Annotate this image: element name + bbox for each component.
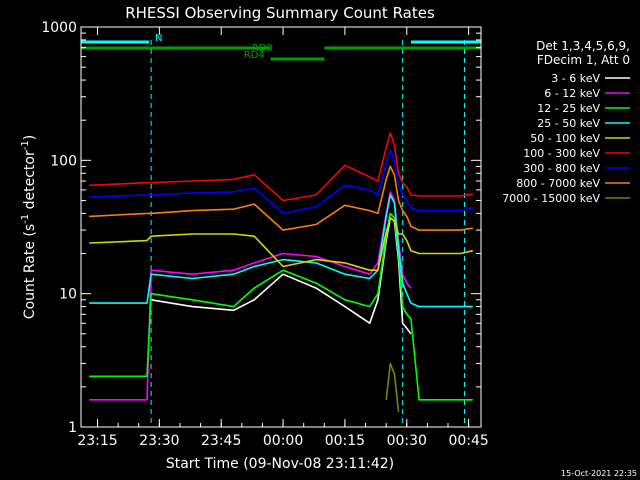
x-axis-label: Start Time (09-Nov-08 23:11:42) bbox=[166, 456, 394, 472]
series-line-4 bbox=[89, 217, 473, 271]
legend-label-6: 300 - 800 keV bbox=[523, 162, 600, 175]
series-line-7 bbox=[89, 165, 473, 231]
plot-frame bbox=[80, 26, 482, 428]
legend-label-7: 800 - 7000 keV bbox=[516, 177, 600, 190]
series-group bbox=[89, 132, 473, 412]
y-tick-label-1: 10 bbox=[59, 287, 77, 303]
y-axis-label: Count Rate (s-1 detector-1) bbox=[20, 135, 38, 319]
series-line-6 bbox=[89, 149, 473, 215]
series-line-8 bbox=[385, 362, 400, 412]
legend-header-1: FDecim 1, Att 0 bbox=[537, 53, 630, 67]
flag-label-n: N bbox=[155, 33, 162, 44]
x-tick-label-4: 00:15 bbox=[325, 433, 365, 449]
x-tick-label-6: 00:45 bbox=[448, 433, 488, 449]
legend-label-0: 3 - 6 keV bbox=[551, 72, 600, 85]
legend-label-3: 25 - 50 keV bbox=[537, 117, 600, 130]
legend-header-0: Det 1,3,4,5,6,9, bbox=[536, 39, 630, 53]
y-tick-label-0: 1 bbox=[68, 420, 77, 436]
x-tick-label-5: 00:30 bbox=[387, 433, 427, 449]
legend-label-5: 100 - 300 keV bbox=[523, 147, 600, 160]
series-line-2 bbox=[89, 212, 473, 401]
legend-label-4: 50 - 100 keV bbox=[530, 132, 600, 145]
legend-label-2: 12 - 25 keV bbox=[537, 102, 600, 115]
series-line-1 bbox=[89, 191, 412, 401]
flag-label-rd4: RD4 bbox=[244, 50, 265, 61]
y-tick-label-2: 100 bbox=[50, 153, 77, 169]
x-tick-label-3: 00:00 bbox=[263, 433, 303, 449]
x-tick-label-1: 23:30 bbox=[139, 433, 179, 449]
series-line-0 bbox=[150, 217, 412, 335]
x-tick-label-0: 23:15 bbox=[77, 433, 117, 449]
legend: Det 1,3,4,5,6,9,FDecim 1, Att 0 3 - 6 keV… bbox=[502, 39, 630, 205]
x-axis: 23:15 23:30 23:45 00:00 00:15 00:30 00:45 bbox=[77, 27, 489, 449]
generation-timestamp: 15-Oct-2021 22:35 bbox=[561, 469, 637, 478]
y-tick-label-3: 1000 bbox=[41, 20, 77, 36]
x-tick-label-2: 23:45 bbox=[201, 433, 241, 449]
legend-label-1: 6 - 12 keV bbox=[544, 87, 600, 100]
chart-title: RHESSI Observing Summary Count Rates bbox=[125, 4, 435, 22]
y-axis: 1 10 100 1000 bbox=[41, 20, 481, 436]
series-line-5 bbox=[89, 132, 473, 202]
legend-label-8: 7000 - 15000 keV bbox=[502, 192, 600, 205]
flag-label-rd0: RD0 bbox=[252, 43, 273, 54]
